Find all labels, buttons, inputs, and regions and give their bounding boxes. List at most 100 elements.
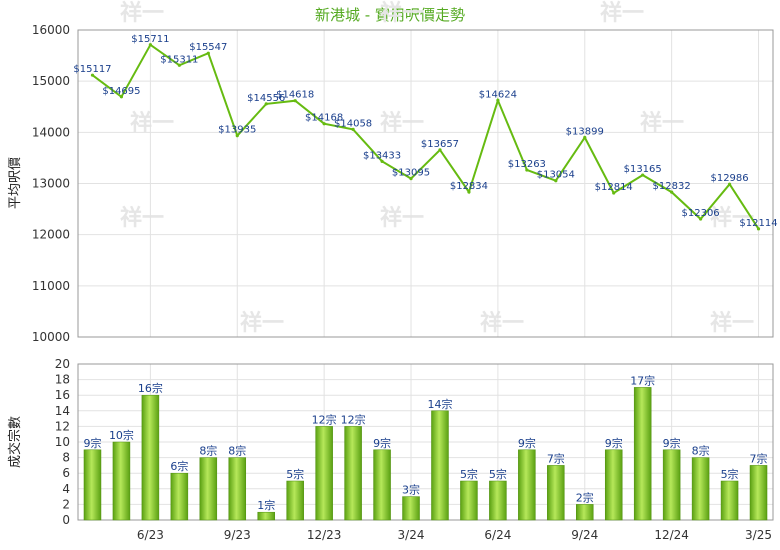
count-data-label: 8宗 (692, 444, 710, 458)
count-data-label: 12宗 (312, 412, 337, 426)
count-plot-border (77, 363, 774, 521)
price-point (670, 190, 674, 194)
price-plot-border (77, 29, 774, 338)
x-tick-label: 6/24 (484, 528, 511, 542)
price-point (583, 135, 587, 140)
count-y-axis-label: 成交宗數 (7, 416, 23, 468)
count-bar (83, 449, 102, 521)
count-data-label: 5宗 (286, 467, 304, 481)
price-data-label: $13054 (537, 170, 575, 181)
price-line-panel: 10000 11000 12000 13000 14000 15000 16000 $1511… (32, 23, 778, 344)
count-bar (228, 457, 247, 521)
watermark-text: 祥一 (130, 110, 174, 136)
price-point (496, 98, 500, 103)
price-data-label: $14556 (247, 93, 285, 104)
count-data-label: 7宗 (750, 451, 768, 465)
count-y-tick-label: 10 (55, 435, 70, 449)
price-y-tick-label: 14000 (32, 125, 70, 139)
count-y-tick-label: 2 (62, 497, 70, 511)
count-y-tick-label: 18 (55, 373, 70, 387)
price-data-label: $15547 (189, 42, 227, 53)
count-data-label: 8宗 (199, 444, 217, 458)
price-data-label: $12114 (739, 218, 777, 229)
watermark-text: 祥一 (640, 110, 684, 136)
price-data-label: $13165 (624, 164, 662, 175)
count-data-label: 8宗 (228, 444, 246, 458)
watermark-text: 祥一 (380, 205, 424, 231)
price-data-label: $12832 (653, 181, 691, 192)
count-data-label: 9宗 (83, 436, 101, 450)
count-bar (691, 457, 710, 521)
count-data-label: 3宗 (402, 483, 420, 497)
price-point (525, 168, 529, 172)
price-point (293, 99, 297, 103)
price-point (148, 43, 152, 47)
price-y-tick-label: 15000 (32, 74, 70, 88)
price-data-label: $13899 (566, 127, 604, 138)
count-y-tick-label: 6 (62, 466, 70, 480)
price-point (322, 122, 326, 126)
x-tick-label: 6/23 (137, 528, 164, 542)
count-data-label: 12宗 (341, 412, 366, 426)
price-point (235, 134, 239, 138)
price-point (409, 177, 413, 181)
count-bar (344, 426, 362, 521)
price-point (438, 148, 442, 152)
price-point (206, 51, 210, 55)
count-data-label: 7宗 (547, 451, 565, 465)
price-y-tick-label: 11000 (32, 279, 70, 293)
price-point (554, 179, 558, 183)
price-data-label: $14618 (276, 90, 314, 101)
count-bar (199, 457, 218, 521)
count-data-label: 6宗 (170, 459, 188, 473)
price-data-label: $14624 (479, 89, 517, 100)
price-series-line (91, 43, 760, 230)
count-y-tick-label: 0 (62, 513, 70, 527)
count-data-label: 5宗 (489, 467, 507, 481)
price-point (90, 73, 95, 77)
price-point (641, 173, 645, 177)
count-data-label: 1宗 (257, 498, 275, 512)
price-data-label: $15117 (73, 64, 111, 75)
price-point (467, 190, 471, 194)
price-point (351, 127, 355, 131)
count-data-label: 17宗 (630, 373, 655, 387)
count-bar (720, 480, 739, 521)
count-y-tick-label: 16 (55, 388, 70, 402)
price-point (119, 95, 124, 99)
price-y-axis-label: 平均呎價 (8, 157, 23, 209)
watermark-text: 祥一 (710, 310, 754, 336)
watermark-text: 祥一 (380, 110, 424, 136)
watermark-text: 祥一 (240, 310, 284, 336)
count-y-tick-label: 4 (62, 482, 70, 496)
count-data-label: 10宗 (109, 428, 134, 442)
count-y-tick-label: 12 (55, 419, 70, 433)
watermark-text: 祥一 (600, 0, 644, 26)
x-tick-label: 9/23 (224, 528, 251, 542)
count-data-label: 9宗 (373, 436, 391, 450)
count-bar (170, 472, 189, 521)
x-tick-label: 12/23 (307, 528, 342, 542)
price-data-label: $12986 (710, 173, 748, 184)
price-data-label: $15311 (160, 54, 198, 65)
count-bar (373, 449, 391, 521)
price-data-label: $14058 (334, 118, 372, 129)
count-bar (576, 504, 594, 521)
price-y-tick-label: 10000 (32, 330, 70, 344)
price-data-label: $12834 (450, 181, 488, 192)
watermark-text: 祥一 (120, 205, 164, 231)
price-data-label: $14695 (102, 86, 140, 97)
price-point (756, 227, 761, 231)
price-data-label: $12814 (595, 182, 633, 193)
watermark-text: 祥一 (480, 310, 524, 336)
price-data-label: $13095 (392, 168, 430, 179)
price-data-label: $12306 (682, 208, 720, 219)
count-data-label: 16宗 (138, 381, 163, 395)
x-tick-label: 3/24 (398, 528, 425, 542)
price-point (380, 159, 384, 163)
x-tick-label: 3/25 (745, 528, 772, 542)
count-data-label: 9宗 (663, 436, 681, 450)
